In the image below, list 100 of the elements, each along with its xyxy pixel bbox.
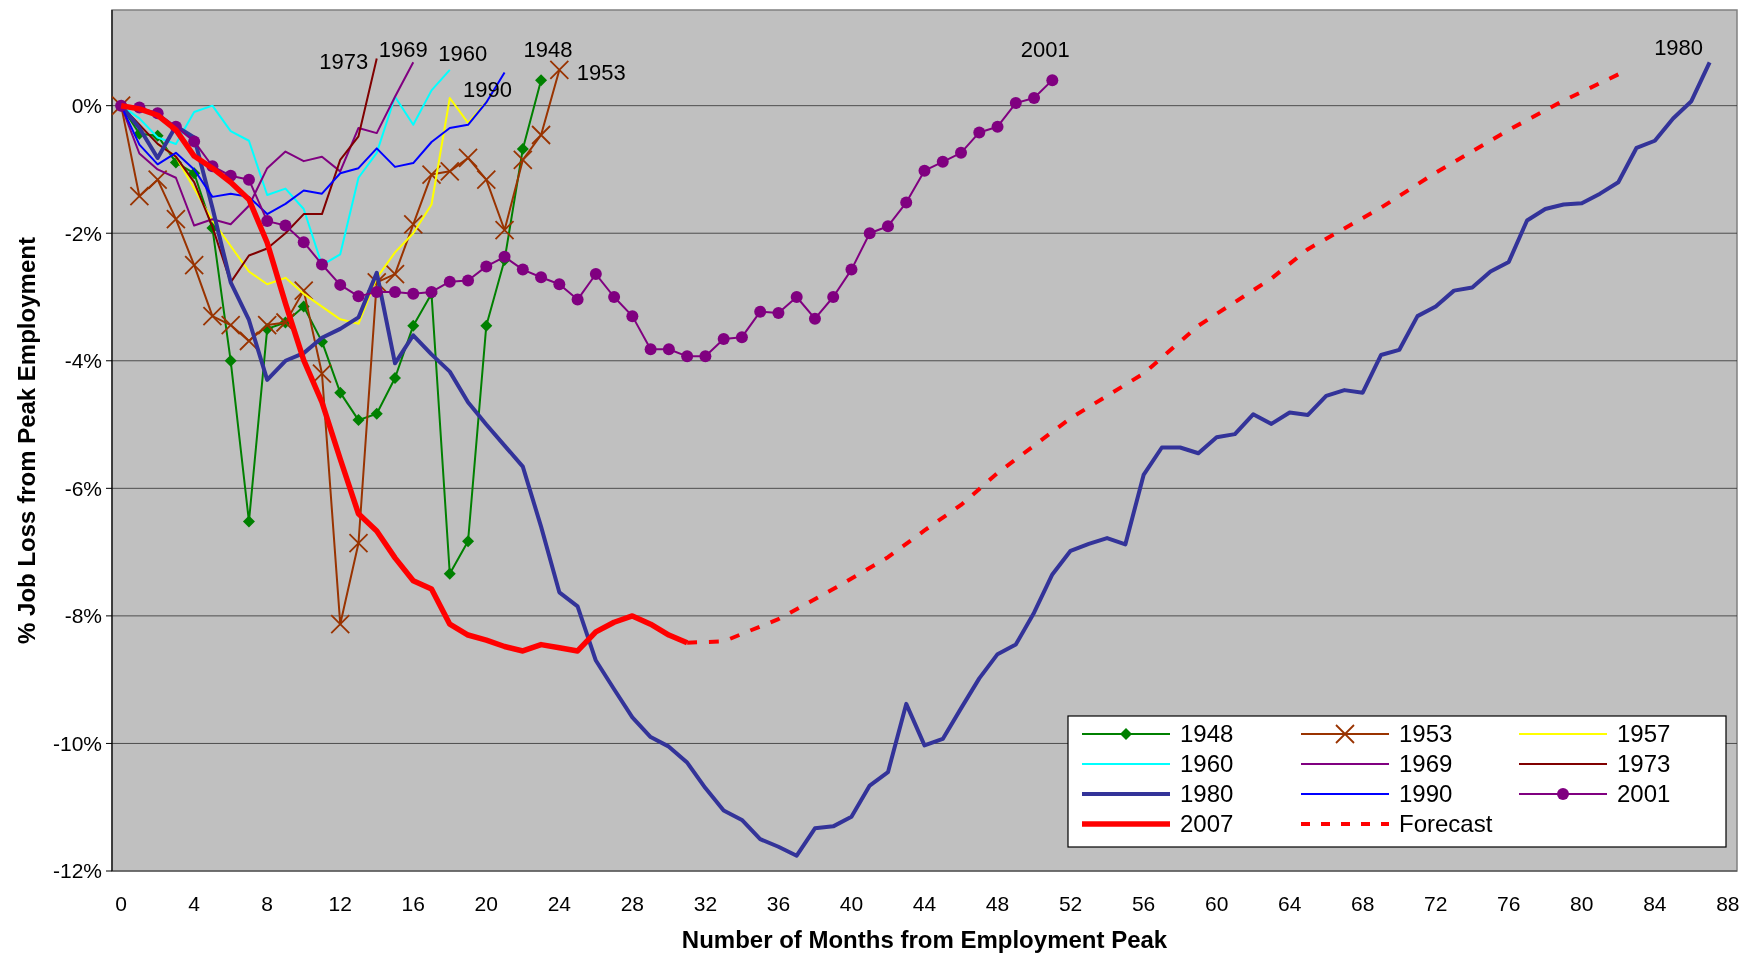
point (443, 275, 456, 288)
legend-label: 1960 (1180, 750, 1234, 778)
y-tick-label: 0% (71, 94, 102, 118)
x-tick-label: 52 (1058, 892, 1083, 915)
point (1009, 97, 1022, 110)
point (293, 280, 314, 301)
point (936, 155, 949, 168)
x-axis-title: Number of Months from Employment Peak (681, 926, 1168, 953)
point (224, 354, 237, 367)
x-tick-label: 20 (474, 892, 498, 915)
point (407, 287, 420, 300)
point (279, 219, 292, 232)
point (261, 215, 274, 228)
point (626, 310, 639, 323)
point (845, 263, 858, 276)
point (407, 319, 420, 332)
point (498, 250, 511, 263)
x-tick-label: 64 (1277, 892, 1302, 915)
point (403, 214, 424, 235)
x-tick-label: 76 (1497, 892, 1521, 915)
legend-label: 1953 (1399, 720, 1453, 748)
point (1028, 92, 1041, 105)
point (389, 285, 402, 298)
legend-label: 1990 (1399, 780, 1453, 808)
point (589, 268, 602, 281)
point (955, 146, 968, 159)
point (531, 125, 551, 145)
point (1046, 74, 1059, 87)
annotation: 1969 (378, 37, 428, 63)
point (188, 135, 201, 148)
point (790, 291, 803, 303)
point (535, 271, 548, 284)
point (516, 263, 529, 276)
point (334, 386, 347, 399)
point (900, 196, 913, 209)
point (662, 343, 675, 356)
y-tick-label: -6% (64, 476, 102, 500)
legend-label: 1957 (1617, 720, 1671, 748)
y-tick-label: -8% (64, 604, 102, 628)
x-tick-label: 12 (328, 892, 352, 915)
annotation: 1960 (438, 40, 488, 66)
point (334, 278, 347, 291)
x-tick-label: 32 (693, 892, 718, 915)
point (385, 264, 405, 284)
point (476, 169, 497, 190)
x-tick-label: 56 (1131, 892, 1156, 915)
point (827, 291, 840, 303)
x-tick-label: 40 (839, 892, 864, 915)
point (512, 149, 533, 170)
point (348, 533, 369, 554)
x-tick-label: 36 (766, 892, 791, 915)
point (881, 220, 894, 233)
x-tick-label: 68 (1351, 892, 1375, 915)
point (681, 350, 694, 363)
x-tick-label: 24 (547, 892, 572, 915)
point (297, 236, 310, 249)
point (918, 164, 931, 177)
point (220, 315, 241, 335)
point (808, 312, 821, 325)
y-tick-label: -4% (64, 349, 102, 373)
x-tick-label: 8 (261, 892, 274, 915)
point (129, 186, 150, 207)
annotation: 2001 (1020, 37, 1070, 63)
x-tick-label: 16 (401, 892, 425, 915)
point (535, 74, 548, 87)
point (443, 567, 456, 580)
point (480, 319, 493, 332)
point (772, 306, 785, 319)
point (717, 333, 730, 346)
legend-label: 1973 (1617, 750, 1671, 778)
point (202, 306, 223, 327)
point (480, 260, 493, 273)
point (458, 148, 478, 168)
point (352, 414, 365, 427)
point (352, 290, 365, 303)
point (389, 372, 402, 384)
point (315, 258, 328, 271)
x-tick-label: 28 (620, 892, 645, 915)
point (516, 143, 529, 156)
point (166, 209, 186, 230)
point (312, 363, 332, 384)
point (608, 291, 621, 303)
point (462, 274, 475, 287)
y-tick-label: -10% (52, 731, 102, 755)
point (462, 535, 475, 548)
legend-label: 1980 (1180, 780, 1234, 808)
point (754, 305, 767, 318)
point (863, 227, 876, 240)
point (147, 169, 168, 190)
point (699, 350, 712, 363)
x-tick-label: 84 (1643, 892, 1667, 915)
annotation: 1973 (319, 49, 369, 75)
point (330, 614, 351, 635)
y-tick-label: -2% (64, 221, 102, 245)
point (242, 173, 255, 186)
point (553, 278, 566, 291)
point (239, 331, 259, 351)
x-tick-label: 60 (1204, 892, 1229, 915)
x-tick-label: 72 (1424, 892, 1448, 915)
point (184, 255, 205, 276)
